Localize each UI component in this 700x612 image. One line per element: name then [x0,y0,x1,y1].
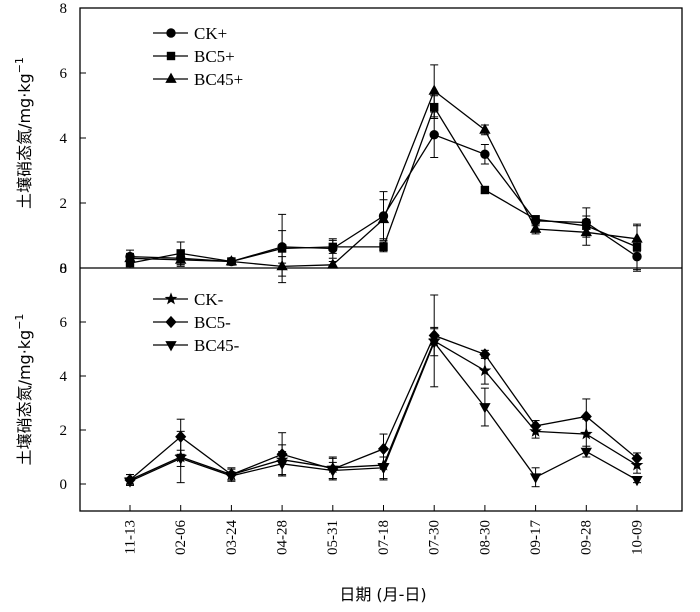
y-tick-label: 8 [60,1,68,17]
series-BC5+ [125,95,642,284]
legend-label: BC45- [194,336,240,355]
x-tick-label: 07-30 [427,520,443,555]
x-tick-label: 08-30 [477,520,493,555]
legend-label: BC45+ [194,70,243,89]
data-point [124,477,136,488]
data-point [276,260,288,271]
data-point [529,222,542,233]
data-point [327,258,339,269]
data-point [631,232,643,243]
data-point [580,447,592,458]
x-tick-label: 05-31 [325,520,341,555]
y-tick-label: 8 [60,261,68,277]
data-point [631,476,643,487]
x-tick-label: 09-17 [528,520,544,555]
legend: CK+ BC5+ BC45+ [153,24,243,89]
data-point [377,463,390,475]
data-point [124,251,136,263]
data-point [377,212,390,224]
data-point [580,225,592,237]
x-tick-label: 03-24 [224,520,240,555]
legend-marker [166,28,176,38]
x-tick-label: 10-09 [629,520,645,555]
data-point [277,244,287,253]
legend-marker [165,72,177,83]
data-point [479,348,491,361]
data-point [175,253,187,264]
data-point [531,215,540,224]
y-tick-label: 6 [60,315,68,331]
data-point [529,473,542,484]
data-point [428,338,440,349]
y-tick-label: 2 [60,423,68,439]
data-point [276,459,288,471]
legend-marker [165,315,177,329]
legend-marker [166,51,176,61]
legend: CK- BC5- BC45- [153,290,240,355]
legend-marker [164,292,178,305]
top-panel: 0 2 4 6 8 土壤硝态氮/mg·kg−1 CK+ BC5+ BC45+ [13,1,643,284]
data-point [328,242,337,252]
data-point [225,471,238,483]
y-axis-title: 土壤硝态氮/mg·kg−1 [13,57,34,209]
data-point [175,430,187,443]
x-tick-label: 02-06 [173,520,189,555]
plot-border [79,7,683,512]
y-tick-label: 6 [60,66,68,82]
x-tick-label: 07-18 [376,520,392,555]
x-tick-label: 11-13 [122,520,138,554]
data-point [377,442,390,455]
y-tick-label: 0 [60,261,68,277]
data-point [479,403,491,414]
legend-label: CK+ [194,24,227,43]
x-axis: 11-13 02-06 03-24 04-28 05-31 07-18 07-30 08-30… [122,505,645,555]
y-axis-title: 土壤硝态氮/mg·kg−1 [13,314,34,466]
data-point [478,363,492,376]
y-tick-label: 4 [60,131,68,147]
data-point [428,84,440,95]
legend-label: BC5- [194,313,231,332]
x-tick-label: 04-28 [275,520,291,555]
series-BC45+ [124,64,643,277]
legend-label: BC5+ [194,47,235,66]
data-point [480,185,490,195]
data-point [175,454,187,465]
chart-frame [79,7,683,512]
legend-label: CK- [194,290,224,309]
x-tick-label: 09-28 [579,520,595,555]
data-point [580,410,592,423]
data-point [631,452,643,465]
bottom-panel: 0 2 4 6 8 土壤硝态氮/mg·kg−1 CK- BC5- BC45- [13,261,644,493]
series-BC45- [124,328,643,488]
data-point [480,149,490,159]
y-tick-label: 4 [60,369,68,385]
y-tick-label: 0 [60,477,68,493]
data-point [479,123,491,134]
legend-marker [165,341,177,352]
x-axis-title: 日期 (月-日) [339,585,426,604]
data-point [327,466,339,477]
data-point [225,255,238,266]
data-point [429,130,439,140]
data-point [530,419,542,433]
data-point [379,242,388,252]
y-tick-label: 2 [60,196,68,212]
